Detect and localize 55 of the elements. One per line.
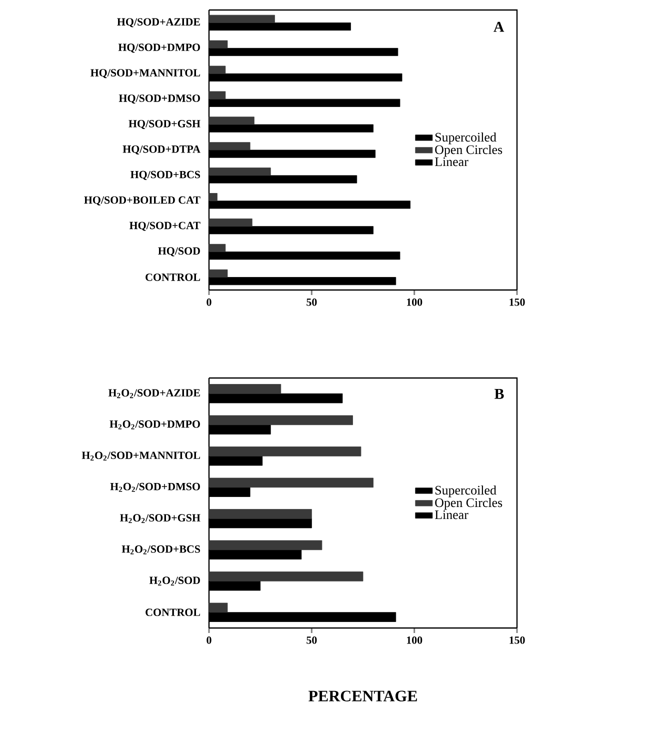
y-tick-label: HQ/SOD+DMPO bbox=[118, 44, 200, 53]
y-tick-label: CONTROL bbox=[146, 274, 200, 281]
bar bbox=[208, 384, 282, 394]
bar bbox=[208, 116, 254, 125]
annotation: B bbox=[494, 389, 504, 399]
bar bbox=[208, 218, 252, 227]
x-tick-label: 150 bbox=[510, 298, 525, 306]
y-tick-label: HQ/SOD+CAT bbox=[129, 222, 200, 231]
y-tick-label: HQ/SOD+MANNITOL bbox=[90, 69, 200, 78]
y-tick-label: HQ/SOD+GSH bbox=[128, 120, 200, 130]
y-tick-label: H$_{2}$O$_{2}$/SOD bbox=[149, 576, 200, 586]
y-tick-label: H$_{2}$O$_{2}$/SOD+MANNITOL bbox=[82, 452, 200, 461]
y-tick-label: H$_{2}$O$_{2}$/SOD+DMSO bbox=[110, 482, 200, 492]
x-tick-label: 100 bbox=[406, 636, 422, 644]
bar bbox=[208, 415, 353, 426]
x-tick-label: 50 bbox=[306, 298, 317, 306]
x-tick-label: 0 bbox=[206, 298, 212, 306]
x-tick-label: 50 bbox=[306, 636, 317, 644]
x-tick-label: 100 bbox=[406, 298, 422, 306]
bar bbox=[208, 40, 228, 48]
bar bbox=[208, 478, 374, 488]
bar bbox=[208, 244, 226, 252]
bar bbox=[208, 572, 364, 582]
bar bbox=[208, 509, 312, 519]
bar bbox=[208, 168, 271, 176]
bar bbox=[208, 602, 228, 613]
y-tick-label: H$_{2}$O$_{2}$/SOD+GSH bbox=[120, 514, 200, 524]
x-axis-title: PERCENTAGE bbox=[308, 690, 417, 702]
bar bbox=[208, 446, 362, 456]
bar bbox=[208, 14, 275, 23]
annotation: A bbox=[494, 22, 504, 32]
x-tick-label: 0 bbox=[206, 636, 212, 644]
y-tick-label: H$_{2}$O$_{2}$/SOD+DMPO bbox=[110, 420, 200, 430]
bar bbox=[208, 540, 322, 550]
y-tick-label: HQ/SOD bbox=[158, 247, 200, 256]
y-tick-label: HQ/SOD+DMSO bbox=[118, 94, 200, 104]
legend-label: Open Circles bbox=[435, 144, 502, 157]
legend-label: Open Circles bbox=[435, 498, 502, 510]
y-tick-label: H$_{2}$O$_{2}$/SOD+BCS bbox=[122, 545, 200, 554]
legend-label: Supercoiled bbox=[435, 132, 496, 144]
y-tick-label: HQ/SOD+AZIDE bbox=[117, 18, 200, 28]
bar bbox=[208, 269, 228, 278]
y-tick-label: HQ/SOD+BCS bbox=[130, 170, 200, 180]
bar bbox=[208, 66, 226, 74]
y-tick-label: H$_{2}$O$_{2}$/SOD+AZIDE bbox=[108, 389, 200, 398]
y-tick-label: CONTROL bbox=[146, 608, 200, 616]
x-tick-label: 150 bbox=[510, 636, 525, 644]
y-tick-label: HQ/SOD+BOILED CAT bbox=[84, 196, 200, 206]
bar bbox=[208, 91, 226, 100]
legend-label: Linear bbox=[434, 510, 468, 520]
bar bbox=[208, 193, 218, 202]
legend-label: Supercoiled bbox=[435, 485, 496, 498]
legend-label: Linear bbox=[434, 157, 468, 166]
y-tick-label: HQ/SOD+DTPA bbox=[122, 145, 200, 155]
bar bbox=[208, 142, 250, 150]
